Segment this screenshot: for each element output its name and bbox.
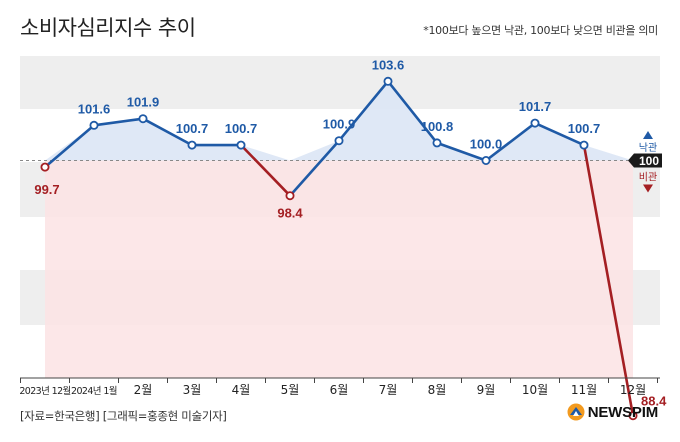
data-label: 101.7 (519, 99, 552, 114)
series-line-segment (484, 121, 537, 162)
data-point (530, 118, 540, 128)
series-line-segment (582, 143, 635, 418)
data-label: 101.9 (127, 95, 160, 110)
data-label: 100.8 (421, 119, 454, 134)
x-tick-label: 2023년 12월 (19, 385, 70, 397)
data-point (383, 76, 393, 86)
series-line-segment (141, 117, 194, 147)
chart-note: *100보다 높으면 낙관, 100보다 낮으면 비관을 의미 (423, 24, 658, 37)
data-label: 100.9 (323, 117, 356, 132)
legend-pessimistic: 비관 (639, 172, 657, 184)
x-tick-label: 4월 (232, 383, 251, 397)
x-tick-label: 2월 (134, 383, 153, 397)
data-label: 88.4 (641, 394, 667, 409)
source-credit: [자료=한국은행] [그래픽=홍종현 미술기자] (20, 409, 227, 423)
data-label: 100.0 (470, 137, 503, 152)
newspim-logo-icon (567, 403, 585, 421)
x-tick-label: 10월 (522, 383, 548, 397)
data-point (432, 138, 442, 148)
data-label: 100.7 (225, 121, 258, 136)
data-label: 100.7 (568, 121, 601, 136)
brand-name: NEWSPIM (587, 403, 658, 421)
data-point (334, 136, 344, 146)
baseline-badge-label: 100 (639, 154, 659, 168)
data-label: 99.7 (34, 182, 59, 197)
x-tick-label: 7월 (379, 383, 398, 397)
data-point (40, 162, 50, 172)
series-line-segment (337, 80, 390, 142)
data-point (628, 411, 638, 421)
x-tick-label: 9월 (477, 383, 496, 397)
data-point (187, 140, 197, 150)
data-point (481, 155, 491, 165)
x-tick-label: 12월 (620, 383, 646, 397)
x-tick-label: 2024년 1월 (71, 385, 117, 397)
down-arrow-icon (643, 184, 653, 193)
chart-title: 소비자심리지수 추이 (20, 16, 196, 40)
x-tick-label: 5월 (281, 383, 300, 397)
series-line-segment (239, 143, 292, 197)
series-line-segment (43, 124, 96, 169)
data-label: 98.4 (277, 206, 303, 221)
data-point (236, 140, 246, 150)
data-point (89, 120, 99, 130)
data-label: 101.6 (78, 101, 111, 116)
series-line-segment (92, 117, 145, 127)
data-point (285, 191, 295, 201)
data-label: 103.6 (372, 57, 405, 72)
series-line-segment (288, 139, 341, 197)
series-line-segment (386, 80, 439, 145)
x-tick-label: 11월 (571, 383, 597, 397)
x-tick-label: 3월 (183, 383, 202, 397)
data-label: 100.7 (176, 121, 209, 136)
data-point (138, 114, 148, 124)
grid-band (20, 56, 660, 109)
series-line-segment (533, 121, 586, 147)
series-line-segment (435, 141, 488, 162)
data-point (579, 140, 589, 150)
baseline-badge (628, 153, 662, 168)
shade-below-baseline (45, 160, 633, 378)
x-tick-label: 8월 (428, 383, 447, 397)
brand-logo: NEWSPIM (567, 403, 658, 421)
legend-optimistic: 낙관 (639, 142, 657, 154)
x-tick-label: 6월 (330, 383, 349, 397)
up-arrow-icon (643, 131, 653, 139)
